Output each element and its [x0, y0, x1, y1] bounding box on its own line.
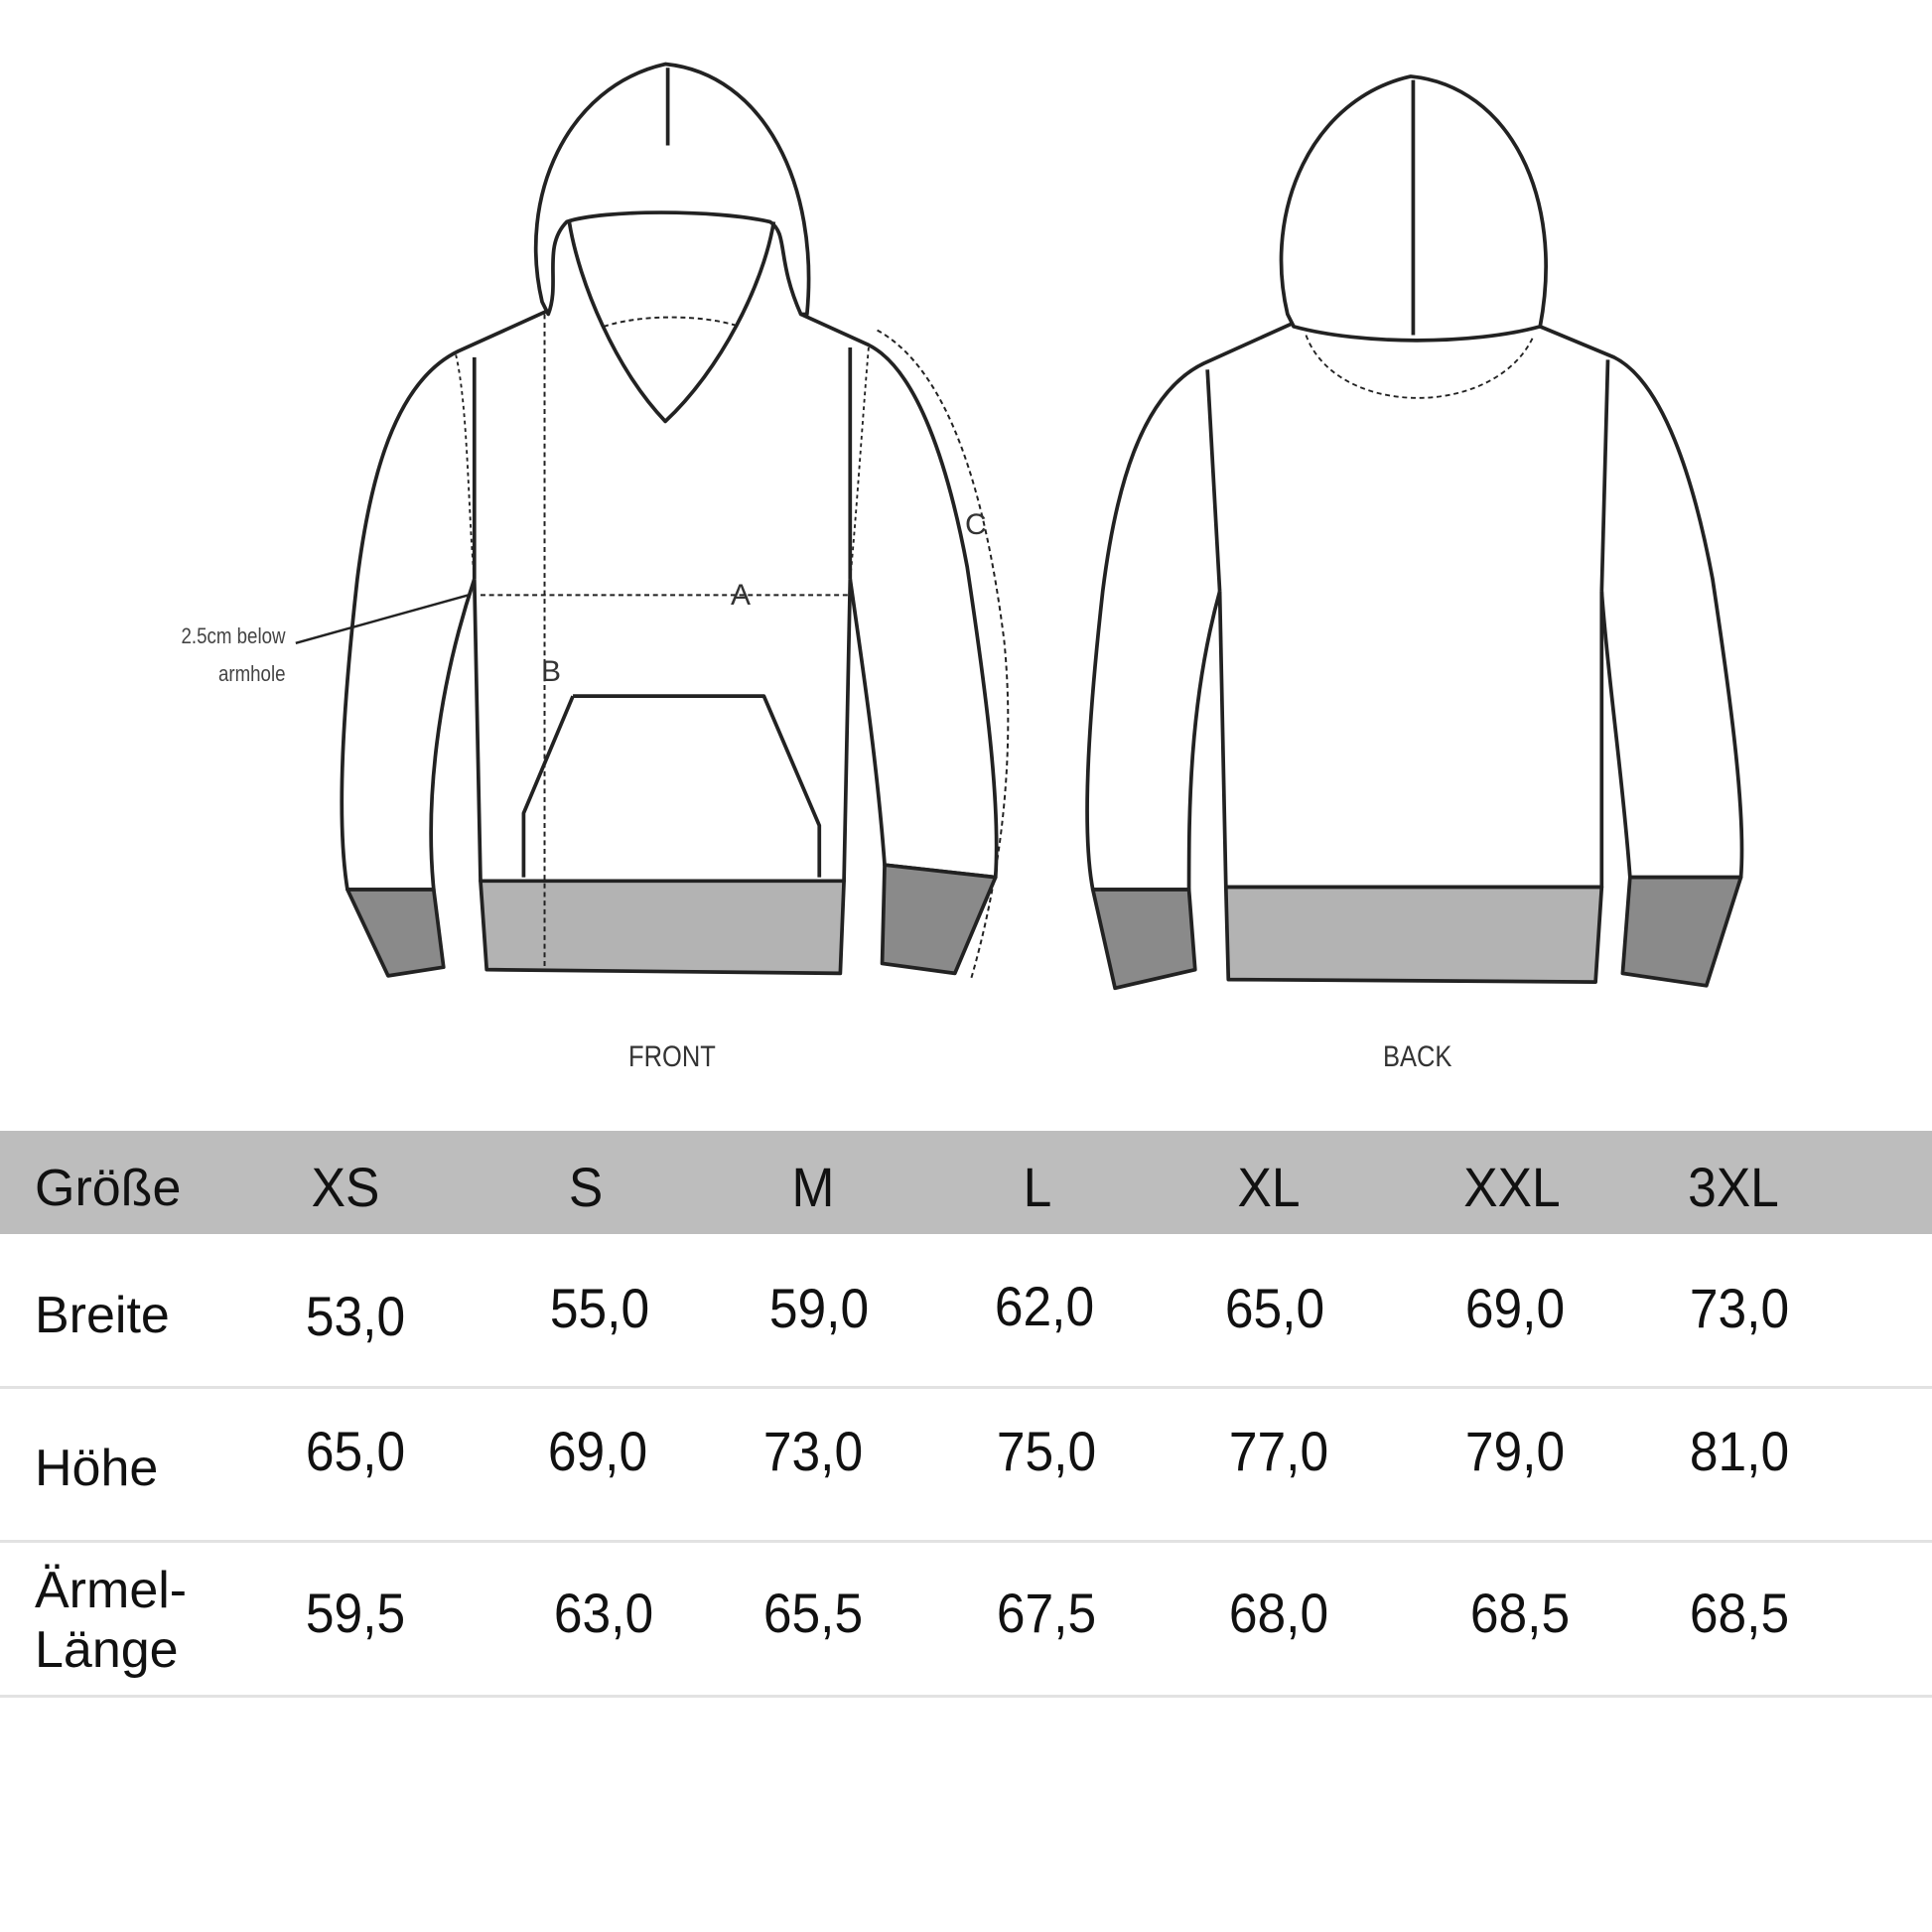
- value-cell: 79,0: [1464, 1420, 1566, 1482]
- value-cell: 69,0: [547, 1420, 648, 1482]
- hoodie-technical-drawing: 2.5cm below armhole A B C FRONT BACK: [182, 62, 1744, 1073]
- table-row-aermellaenge: Ärmel- Länge 59,5 63,0 65,5 67,5 68,0 68…: [0, 1543, 1932, 1698]
- value-cell: 69,0: [1464, 1277, 1566, 1339]
- size-table: Größe XS S M L XL XXL 3XL Breite 53,0 55…: [0, 1131, 1932, 1698]
- value-cell: 65,0: [305, 1420, 406, 1482]
- size-3xl: 3XL: [1688, 1156, 1779, 1218]
- value-cell: 55,0: [549, 1277, 650, 1339]
- armhole-annotation: 2.5cm below armhole: [182, 618, 286, 693]
- value-cell: 67,5: [996, 1582, 1097, 1644]
- size-xl: XL: [1237, 1156, 1301, 1218]
- marker-a: A: [731, 579, 752, 612]
- marker-c: C: [965, 508, 987, 541]
- row-label: Höhe: [35, 1440, 159, 1497]
- value-cell: 73,0: [762, 1420, 864, 1482]
- value-cell: 73,0: [1689, 1277, 1790, 1339]
- size-header-row: Größe XS S M L XL XXL 3XL: [0, 1131, 1932, 1234]
- row-label: Breite: [35, 1287, 170, 1344]
- value-cell: 68,5: [1469, 1582, 1571, 1644]
- hoodie-sketch: [295, 62, 1744, 991]
- value-cell: 77,0: [1228, 1420, 1329, 1482]
- value-cell: 53,0: [305, 1285, 406, 1347]
- size-xxl: XXL: [1463, 1156, 1561, 1218]
- value-cell: 65,0: [1224, 1277, 1325, 1339]
- annotation-line-2: armhole: [218, 661, 286, 686]
- size-l: L: [1023, 1156, 1052, 1218]
- row-label-line-2: Länge: [35, 1621, 179, 1679]
- table-row-hoehe: Höhe 65,0 69,0 73,0 75,0 77,0 79,0 81,0: [0, 1389, 1932, 1543]
- value-cell: 81,0: [1689, 1420, 1790, 1482]
- size-header-label: Größe: [35, 1160, 182, 1217]
- row-label-line-1: Ärmel-: [35, 1562, 188, 1619]
- value-cell: 75,0: [996, 1420, 1097, 1482]
- size-s: S: [568, 1156, 604, 1218]
- front-hoodie: [295, 62, 1010, 980]
- size-xs: XS: [311, 1156, 380, 1218]
- value-cell: 65,5: [762, 1582, 864, 1644]
- value-cell: 68,5: [1689, 1582, 1790, 1644]
- row-label: Ärmel- Länge: [35, 1561, 187, 1680]
- size-m: M: [791, 1156, 835, 1218]
- value-cell: 63,0: [553, 1582, 654, 1644]
- marker-b: B: [541, 655, 562, 688]
- value-cell: 68,0: [1228, 1582, 1329, 1644]
- back-label: BACK: [1383, 1040, 1452, 1073]
- front-label: FRONT: [628, 1040, 716, 1073]
- value-cell: 59,0: [768, 1277, 870, 1339]
- back-hoodie: [1085, 74, 1744, 991]
- value-cell: 62,0: [994, 1275, 1095, 1337]
- value-cell: 59,5: [305, 1582, 406, 1644]
- table-row-breite: Breite 53,0 55,0 59,0 62,0 65,0 69,0 73,…: [0, 1234, 1932, 1389]
- annotation-line-1: 2.5cm below: [182, 623, 286, 648]
